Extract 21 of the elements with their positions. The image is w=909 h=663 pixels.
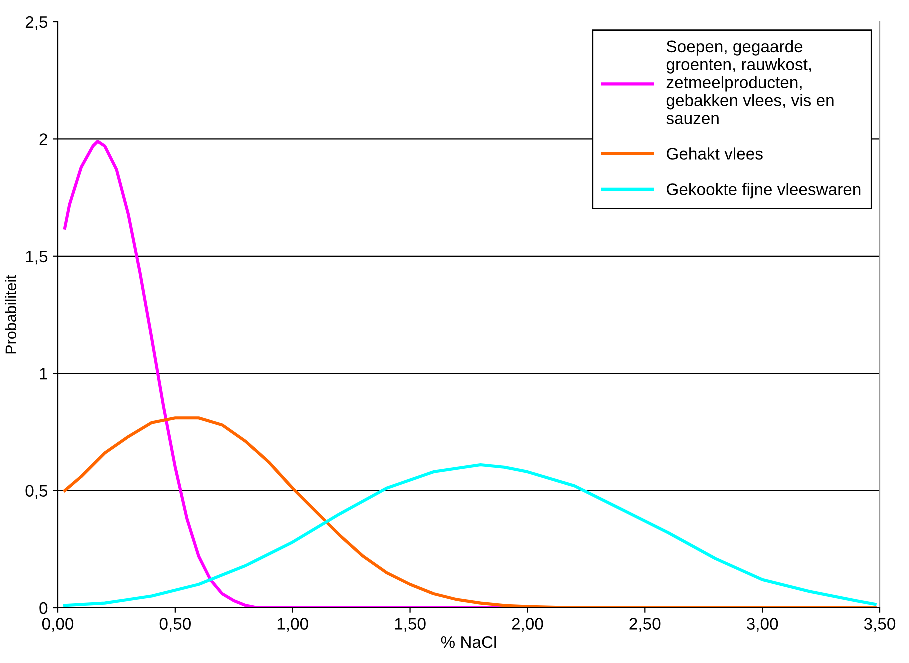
y-tick-label: 1,5: [26, 250, 48, 265]
line-series: [64, 463, 877, 608]
x-tick-label: 0,00: [42, 618, 74, 632]
x-tick-label: 2,50: [630, 618, 661, 632]
line-series: [64, 416, 877, 608]
y-tick-label: 2,5: [26, 16, 48, 30]
x-tick-label: 1,50: [395, 618, 426, 632]
x-tick-label: 1,00: [278, 618, 308, 632]
y-tick-label: 2: [40, 134, 48, 146]
x-tick-label: 2,00: [512, 618, 544, 632]
y-tick-label: 1: [40, 368, 48, 380]
x-axis-title: % NaCl: [441, 636, 496, 648]
legend-label: Soepen, gegaarde groenten, rauwkost, zetmeelproducten, gebakken vlees, vis en sauzen: [666, 40, 834, 124]
legend-label: Gehakt vlees: [667, 148, 763, 160]
y-axis-title: Probabiliteit: [5, 275, 17, 354]
y-tick-label: 0,5: [26, 485, 48, 499]
y-tick-label: 0: [40, 602, 48, 614]
x-tick-label: 3,00: [746, 618, 778, 632]
legend-label: Gekookte fijne vleeswaren: [667, 183, 861, 199]
x-tick-label: 3,50: [864, 618, 896, 632]
x-tick-label: 0,50: [160, 618, 191, 632]
